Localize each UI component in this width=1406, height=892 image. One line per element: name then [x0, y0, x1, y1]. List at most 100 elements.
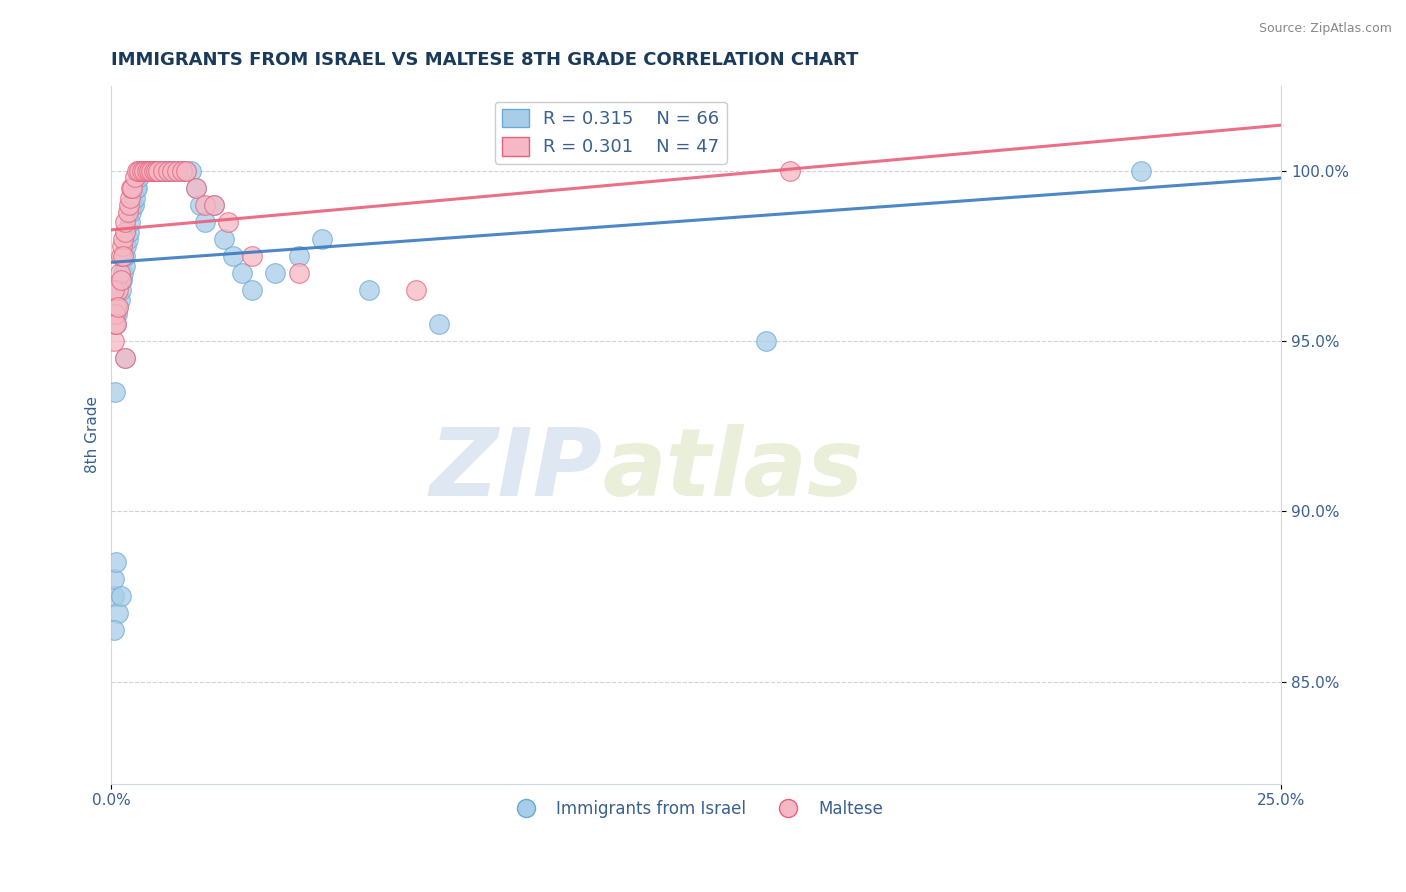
- Point: [142, 163, 165, 178]
- Point: [103, 334, 125, 348]
- Point: [138, 163, 160, 178]
- Point: [110, 283, 132, 297]
- Point: [134, 163, 156, 178]
- Point: [107, 607, 129, 621]
- Point: [141, 163, 163, 178]
- Point: [110, 590, 132, 604]
- Point: [357, 283, 380, 297]
- Point: [194, 215, 217, 229]
- Point: [202, 198, 225, 212]
- Point: [202, 198, 225, 212]
- Point: [145, 163, 167, 178]
- Point: [156, 163, 179, 178]
- Point: [134, 163, 156, 178]
- Point: [131, 163, 153, 178]
- Point: [104, 385, 127, 400]
- Point: [427, 317, 450, 331]
- Point: [184, 180, 207, 194]
- Point: [287, 266, 309, 280]
- Point: [128, 163, 150, 178]
- Point: [103, 573, 125, 587]
- Point: [156, 163, 179, 178]
- Point: [166, 163, 188, 178]
- Point: [110, 249, 132, 263]
- Point: [121, 180, 143, 194]
- Text: ZIP: ZIP: [430, 424, 603, 516]
- Point: [120, 215, 142, 229]
- Point: [110, 273, 132, 287]
- Point: [166, 163, 188, 178]
- Point: [1129, 163, 1152, 178]
- Point: [105, 555, 128, 569]
- Point: [124, 170, 146, 185]
- Point: [174, 163, 197, 178]
- Point: [128, 163, 150, 178]
- Point: [155, 163, 177, 178]
- Point: [108, 293, 131, 307]
- Point: [159, 163, 181, 178]
- Point: [114, 249, 136, 263]
- Point: [264, 266, 287, 280]
- Point: [160, 163, 183, 178]
- Point: [135, 163, 157, 178]
- Point: [148, 163, 170, 178]
- Point: [131, 163, 153, 178]
- Point: [103, 283, 125, 297]
- Point: [240, 249, 263, 263]
- Point: [112, 266, 135, 280]
- Point: [105, 317, 128, 331]
- Point: [311, 232, 333, 246]
- Point: [240, 283, 263, 297]
- Point: [217, 215, 239, 229]
- Text: IMMIGRANTS FROM ISRAEL VS MALTESE 8TH GRADE CORRELATION CHART: IMMIGRANTS FROM ISRAEL VS MALTESE 8TH GR…: [111, 51, 859, 69]
- Point: [104, 307, 127, 321]
- Point: [104, 317, 127, 331]
- Point: [152, 163, 174, 178]
- Point: [134, 163, 156, 178]
- Point: [120, 204, 142, 219]
- Point: [114, 225, 136, 239]
- Point: [112, 232, 135, 246]
- Point: [128, 170, 150, 185]
- Point: [111, 273, 134, 287]
- Point: [212, 232, 235, 246]
- Point: [779, 163, 801, 178]
- Legend: Immigrants from Israel, Maltese: Immigrants from Israel, Maltese: [503, 793, 890, 824]
- Point: [755, 334, 778, 348]
- Point: [141, 163, 163, 178]
- Point: [108, 266, 131, 280]
- Y-axis label: 8th Grade: 8th Grade: [86, 396, 100, 473]
- Point: [222, 249, 245, 263]
- Point: [287, 249, 309, 263]
- Point: [111, 238, 134, 252]
- Point: [405, 283, 427, 297]
- Point: [107, 283, 129, 297]
- Point: [188, 198, 211, 212]
- Point: [148, 163, 170, 178]
- Point: [184, 180, 207, 194]
- Point: [170, 163, 193, 178]
- Point: [127, 163, 149, 178]
- Text: atlas: atlas: [603, 424, 863, 516]
- Point: [120, 191, 142, 205]
- Point: [231, 266, 253, 280]
- Point: [112, 249, 135, 263]
- Point: [132, 163, 155, 178]
- Point: [114, 215, 136, 229]
- Point: [117, 232, 139, 246]
- Point: [103, 590, 125, 604]
- Point: [115, 238, 138, 252]
- Point: [129, 163, 152, 178]
- Point: [142, 163, 165, 178]
- Point: [125, 180, 148, 194]
- Text: Source: ZipAtlas.com: Source: ZipAtlas.com: [1258, 22, 1392, 36]
- Point: [149, 163, 172, 178]
- Point: [107, 300, 129, 314]
- Point: [194, 198, 217, 212]
- Point: [105, 300, 128, 314]
- Point: [117, 204, 139, 219]
- Point: [174, 163, 197, 178]
- Point: [118, 225, 141, 239]
- Point: [103, 624, 125, 638]
- Point: [114, 351, 136, 365]
